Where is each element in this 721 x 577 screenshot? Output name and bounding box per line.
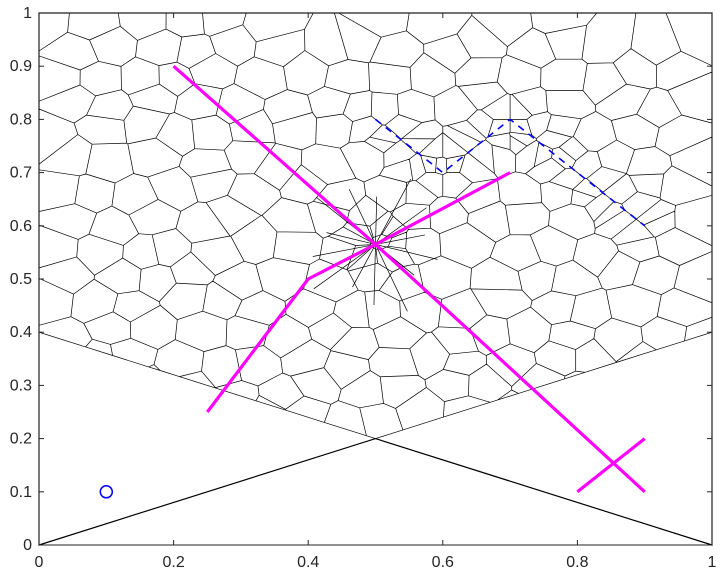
y-tick-label: 0.1: [10, 484, 32, 501]
x-axis-ticks: 0 0.2 0.4 0.6 0.8 1: [35, 13, 717, 571]
mesh-spoke: [375, 234, 426, 245]
y-tick-label: 0.2: [10, 431, 32, 448]
x-tick-label: 0.2: [162, 554, 184, 571]
y-tick-label: 0.3: [10, 377, 32, 394]
y-tick-label: 0.8: [10, 111, 32, 128]
y-axis-ticks: 0 0.1 0.2 0.3 0.4 0.5 0.6 0.7 0.8 0.9 1: [10, 5, 712, 554]
y-tick-label: 0.5: [10, 271, 32, 288]
mesh-cells: [39, 13, 712, 439]
mesh-spoke: [313, 244, 376, 290]
x-tick-label: 0.6: [432, 554, 454, 571]
fracture-line-2: [206, 171, 511, 413]
series-layer: [172, 65, 646, 494]
y-tick-label: 0.4: [10, 324, 32, 341]
x-tick-label: 0.4: [297, 554, 319, 571]
mesh-spoke: [375, 244, 438, 260]
mesh-spoke: [375, 196, 378, 245]
fracture-line-3: [576, 437, 646, 494]
mesh-spoke: [312, 244, 376, 257]
y-tick-label: 0.9: [10, 58, 32, 75]
x-tick-label: 0: [35, 554, 44, 571]
mesh-spoke: [326, 232, 376, 245]
y-tick-label: 1: [23, 5, 32, 22]
mesh-spoke: [373, 244, 376, 306]
y-tick-label: 0.7: [10, 165, 32, 182]
y-tick-label: 0: [23, 537, 32, 554]
mesh-spoke: [352, 244, 376, 288]
well-marker-1: [99, 485, 114, 499]
x-tick-label: 1: [708, 554, 717, 571]
x-tick-label: 0.8: [566, 554, 588, 571]
mesh-edges: [39, 13, 712, 439]
mesh-spoke: [348, 189, 376, 245]
dashed-line-4: [375, 118, 646, 227]
marker-layer: [99, 485, 114, 499]
mesh-spoke: [375, 244, 408, 312]
y-tick-label: 0.6: [10, 218, 32, 235]
mesh-spoke: [375, 178, 412, 245]
